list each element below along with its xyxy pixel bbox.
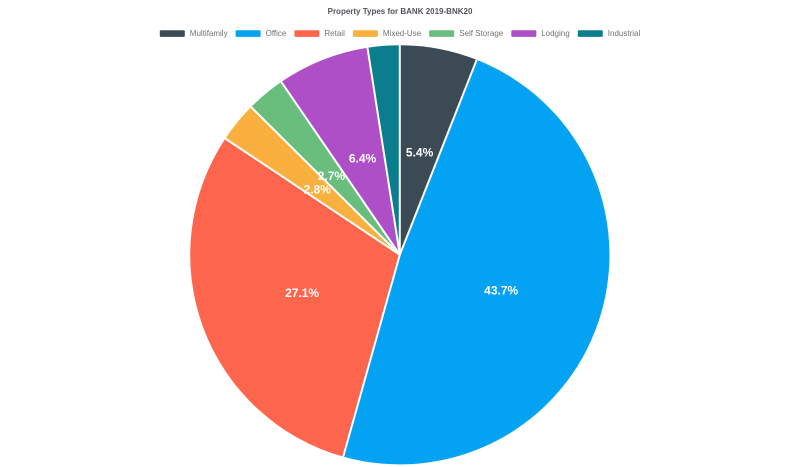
svg-text:27.1%: 27.1% bbox=[285, 286, 319, 300]
svg-text:Industrial: Industrial bbox=[608, 29, 641, 38]
svg-text:43.7%: 43.7% bbox=[484, 283, 518, 297]
svg-text:5.4%: 5.4% bbox=[406, 146, 434, 160]
svg-text:6.4%: 6.4% bbox=[349, 152, 377, 166]
svg-text:Multifamily: Multifamily bbox=[190, 29, 228, 38]
svg-text:Mixed-Use: Mixed-Use bbox=[383, 29, 422, 38]
svg-text:Lodging: Lodging bbox=[541, 29, 569, 38]
svg-text:Property Types for BANK 2019-B: Property Types for BANK 2019-BNK20 bbox=[328, 7, 473, 16]
svg-text:2.8%: 2.8% bbox=[304, 182, 332, 196]
svg-text:Retail: Retail bbox=[324, 29, 345, 38]
svg-text:2.7%: 2.7% bbox=[318, 169, 346, 183]
svg-text:Self Storage: Self Storage bbox=[459, 29, 504, 38]
svg-text:Office: Office bbox=[266, 29, 287, 38]
